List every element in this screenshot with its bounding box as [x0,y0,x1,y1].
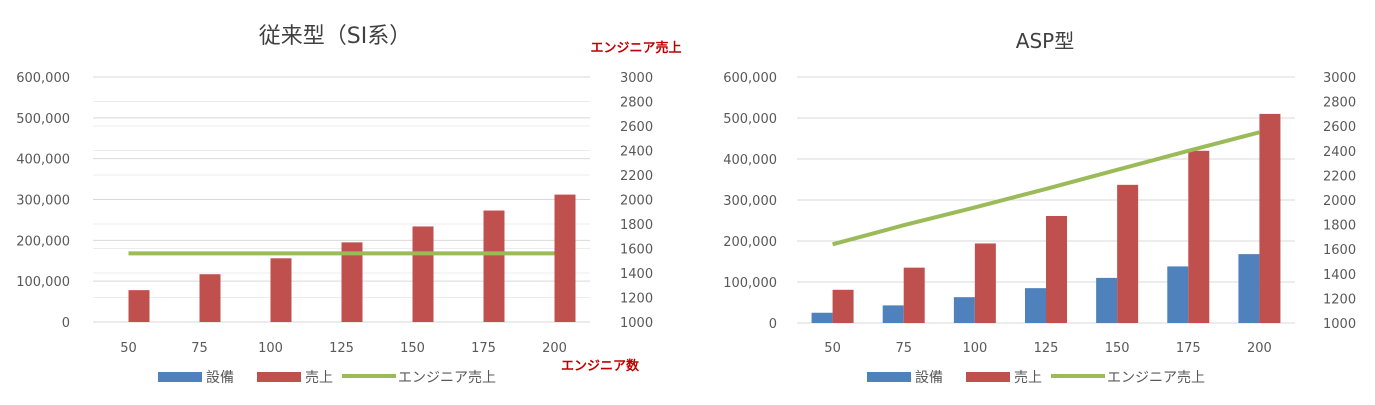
y-right-axis-title: エンジニア売上 [590,40,681,56]
y-right-tick-label: 2600 [620,120,653,135]
y-right-tick-label: 2800 [620,96,653,111]
y-left-tick-label: 300,000 [16,194,70,209]
legend-swatch-equipment [158,372,202,382]
bar-equipment [811,312,833,323]
y-left-tick-label: 200,000 [723,235,777,250]
x-tick-label: 50 [824,341,841,356]
x-tick-label: 150 [1105,341,1130,356]
y-left-tick-label: 500,000 [723,112,777,127]
legend-swatch-sales [966,372,1010,382]
x-tick-label: 200 [1247,341,1272,356]
x-tick-label: 75 [895,341,912,356]
bar-sales [974,243,996,323]
x-tick-label: 175 [471,341,496,356]
y-right-tick-label: 1800 [620,218,653,233]
bar-sales [1259,113,1281,324]
bar-sales [341,242,363,322]
legend-label-equipment: 設備 [206,370,234,386]
bar-equipment [1238,254,1260,323]
y-left-tick-label: 400,000 [16,153,70,168]
y-left-tick-label: 100,000 [723,276,777,291]
x-tick-label: 150 [400,341,425,356]
legend-label-sales: 売上 [305,370,333,386]
bar-sales [412,226,434,322]
y-right-tick-label: 1000 [620,316,653,331]
x-tick-label: 50 [120,341,137,356]
y-right-tick-label: 2400 [1323,145,1356,160]
bar-equipment [1096,277,1118,323]
y-right-tick-label: 1400 [620,267,653,282]
bar-sales [199,274,221,322]
bar-equipment [1025,288,1046,323]
y-right-tick-label: 2600 [1323,120,1356,135]
x-tick-label: 125 [329,341,354,356]
y-left-tick-label: 100,000 [16,275,70,290]
x-tick-label: 100 [962,341,987,356]
y-left-tick-label: 300,000 [723,194,777,209]
x-tick-label: 100 [258,341,283,356]
y-left-tick-label: 600,000 [723,71,777,86]
y-right-tick-label: 1400 [1323,268,1356,283]
x-tick-label: 200 [542,341,567,356]
bar-sales [1188,150,1210,323]
chart-title: ASP型 [1016,29,1074,53]
y-right-tick-label: 2000 [620,194,653,209]
y-right-tick-label: 2400 [620,145,653,160]
y-left-tick-label: 0 [62,316,70,331]
y-right-tick-label: 1000 [1323,317,1356,332]
y-right-tick-label: 3000 [1323,71,1356,86]
y-right-tick-label: 2200 [1323,169,1356,184]
y-right-tick-label: 1200 [1323,292,1356,307]
legend-label-sales: 売上 [1014,370,1042,386]
y-left-tick-label: 400,000 [723,153,777,168]
legend-label-engineer-sales: エンジニア売上 [398,370,496,386]
line-engineer-sales [832,130,1260,247]
y-right-tick-label: 1200 [620,292,653,307]
bar-sales [903,267,925,323]
legend-swatch-equipment [867,372,911,382]
y-right-tick-label: 1600 [1323,243,1356,258]
legend-label-equipment: 設備 [915,370,943,386]
x-tick-label: 125 [1034,341,1059,356]
y-right-tick-label: 1800 [1323,219,1356,234]
legend-swatch-sales [257,372,301,382]
y-left-tick-label: 200,000 [16,234,70,249]
x-tick-label: 175 [1176,341,1201,356]
bar-sales [1117,184,1139,323]
y-left-tick-label: 600,000 [16,71,70,86]
bar-sales [128,290,150,322]
legend-label-engineer-sales: エンジニア売上 [1107,370,1205,386]
x-tick-label: 75 [191,341,208,356]
x-axis-title: エンジニア数 [561,358,640,374]
bar-sales [832,289,854,323]
bar-sales [554,194,576,322]
y-left-tick-label: 0 [769,317,777,332]
bar-equipment [1167,266,1189,323]
bar-equipment [953,297,975,323]
bar-sales [483,210,505,322]
chart-title: 従来型（SI系） [259,24,411,49]
bar-sales [1046,215,1067,323]
y-right-tick-label: 2800 [1323,96,1356,111]
bar-sales [270,258,292,322]
y-right-tick-label: 1600 [620,243,653,258]
y-right-tick-label: 2200 [620,169,653,184]
bar-equipment [882,305,904,323]
y-left-tick-label: 500,000 [16,112,70,127]
y-right-tick-label: 2000 [1323,194,1356,209]
y-right-tick-label: 3000 [620,71,653,86]
